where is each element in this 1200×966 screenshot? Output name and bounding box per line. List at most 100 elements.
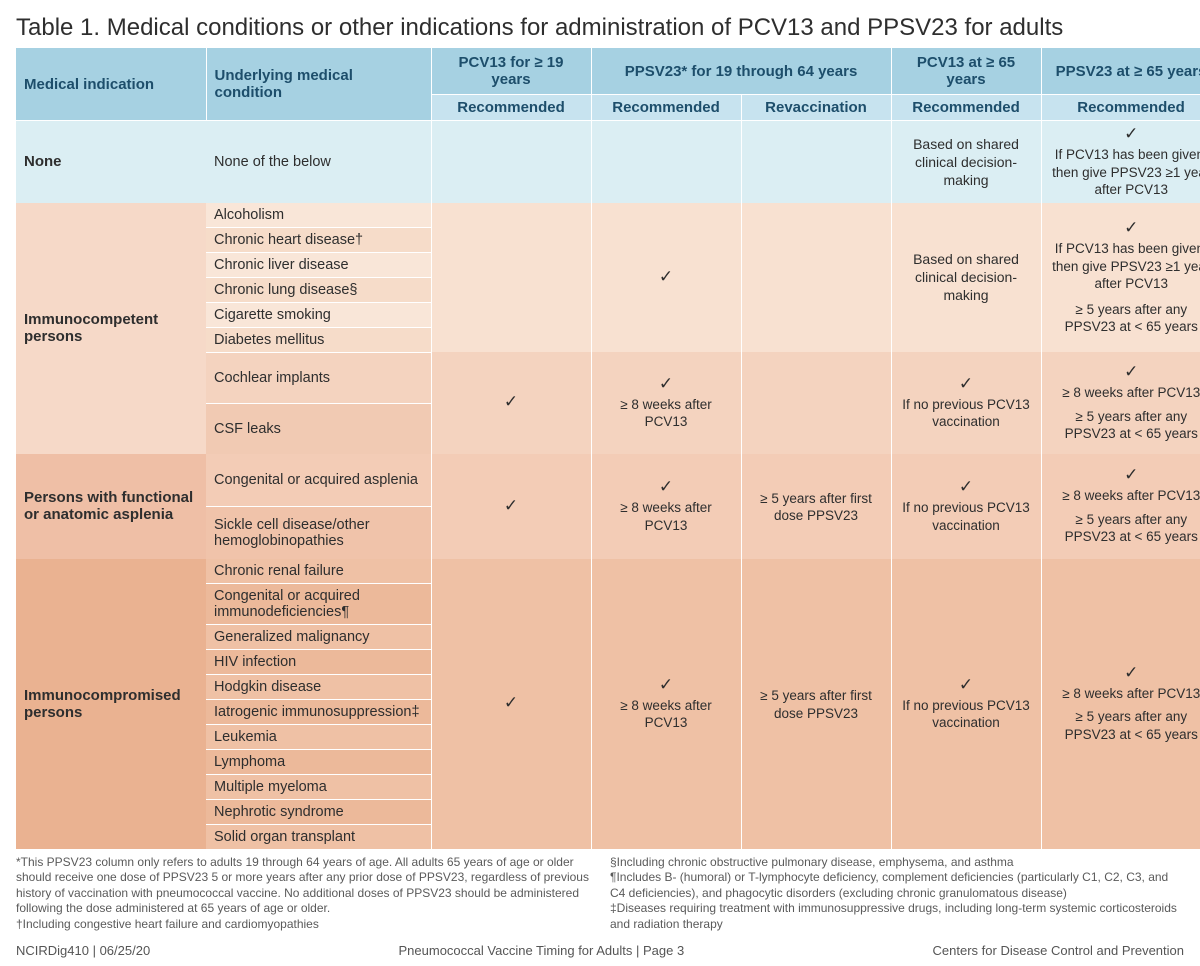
cell-ic-g1-pcv13-65: Based on shared clinical decision-making <box>891 203 1041 353</box>
check-icon: ✓ <box>504 694 518 711</box>
table-title: Table 1. Medical conditions or other ind… <box>16 14 1184 42</box>
footer-right: Centers for Disease Control and Preventi… <box>933 943 1184 958</box>
cond-compromised: HIV infection <box>206 649 431 674</box>
cell-ic-g1-ppsv23-revac <box>741 203 891 353</box>
footnotes-right: §Including chronic obstructive pulmonary… <box>610 855 1184 933</box>
check-icon: ✓ <box>959 676 973 693</box>
cell-asp-pcv13-65: ✓ If no previous PCV13 vaccination <box>891 454 1041 559</box>
check-icon: ✓ <box>1124 664 1138 681</box>
cond-immunocompetent-g1: Chronic lung disease§ <box>206 277 431 302</box>
cell-cmp-ppsv23-rec: ✓ ≥ 8 weeks after PCV13 <box>591 559 741 849</box>
section-none-label: None <box>16 121 206 203</box>
cell-ic-g1-ppsv23-rec: ✓ <box>591 203 741 353</box>
cell-text: If PCV13 has been given, then give PPSV2… <box>1050 146 1200 199</box>
hdr-pcv13-19-rec: Recommended <box>431 95 591 121</box>
section-immunocompetent-label: Immunocompetent persons <box>16 203 206 454</box>
cell-none-pcv13-65: Based on shared clinical decision-making <box>891 121 1041 203</box>
check-icon: ✓ <box>959 478 973 495</box>
row-compromised-0: Immunocompromised persons Chronic renal … <box>16 559 1200 584</box>
cell-ic-g2-ppsv23-rec: ✓ ≥ 8 weeks after PCV13 <box>591 352 741 454</box>
hdr-pcv13-65-rec: Recommended <box>891 95 1041 121</box>
check-icon: ✓ <box>1124 219 1138 236</box>
cell-text: ≥ 8 weeks after PCV13 <box>600 396 733 431</box>
check-icon: ✓ <box>1124 363 1138 380</box>
cond-compromised: Leukemia <box>206 724 431 749</box>
hdr-ppsv23-19-64: PPSV23* for 19 through 64 years <box>591 48 891 95</box>
cell-text: ≥ 5 years after first dose PPSV23 <box>750 687 883 722</box>
cell-ic-g2-ppsv23-revac <box>741 352 891 454</box>
check-icon: ✓ <box>1124 466 1138 483</box>
cell-cmp-ppsv23-revac: ≥ 5 years after first dose PPSV23 <box>741 559 891 849</box>
footer-left: NCIRDig410 | 06/25/20 <box>16 943 150 958</box>
cell-text: ≥ 8 weeks after PCV13 <box>600 499 733 534</box>
cond-compromised: Solid organ transplant <box>206 824 431 849</box>
cell-text: ≥ 5 years after any PPSV23 at < 65 years <box>1050 708 1200 743</box>
cond-immunocompetent-g2: CSF leaks <box>206 403 431 454</box>
cell-text: ≥ 8 weeks after PCV13 <box>1050 685 1200 703</box>
cell-asp-ppsv23-rec: ✓ ≥ 8 weeks after PCV13 <box>591 454 741 559</box>
cell-text: ≥ 5 years after first dose PPSV23 <box>750 490 883 525</box>
cond-compromised: Iatrogenic immunosuppression‡ <box>206 699 431 724</box>
cond-immunocompetent-g1: Cigarette smoking <box>206 302 431 327</box>
cond-asplenia: Sickle cell disease/other hemoglobinopat… <box>206 506 431 559</box>
cell-none-pcv13-19 <box>431 121 591 203</box>
footnotes: *This PPSV23 column only refers to adult… <box>16 855 1184 933</box>
cell-asp-pcv13-19: ✓ <box>431 454 591 559</box>
cond-compromised: Lymphoma <box>206 749 431 774</box>
check-icon: ✓ <box>659 268 673 285</box>
vaccine-table: Medical indication Underlying medical co… <box>16 48 1200 849</box>
footnotes-left: *This PPSV23 column only refers to adult… <box>16 855 590 933</box>
cond-compromised: Congenital or acquired immunodeficiencie… <box>206 583 431 624</box>
footnote: ‡Diseases requiring treatment with immun… <box>610 901 1184 932</box>
cell-text: ≥ 5 years after any PPSV23 at < 65 years <box>1050 408 1200 443</box>
cell-asp-ppsv23-65: ✓ ≥ 8 weeks after PCV13 ≥ 5 years after … <box>1041 454 1200 559</box>
cond-compromised: Nephrotic syndrome <box>206 799 431 824</box>
cond-asplenia: Congenital or acquired asplenia <box>206 454 431 507</box>
cell-cmp-pcv13-19: ✓ <box>431 559 591 849</box>
footnote: ¶Includes B- (humoral) or T-lymphocyte d… <box>610 870 1184 901</box>
hdr-ppsv23-1964-revac: Revaccination <box>741 95 891 121</box>
cell-ic-g2-pcv13-65: ✓ If no previous PCV13 vaccination <box>891 352 1041 454</box>
cell-ic-g2-ppsv23-65: ✓ ≥ 8 weeks after PCV13 ≥ 5 years after … <box>1041 352 1200 454</box>
hdr-ppsv23-1964-rec: Recommended <box>591 95 741 121</box>
page-footer: NCIRDig410 | 06/25/20 Pneumococcal Vacci… <box>16 943 1184 958</box>
footnote: †Including congestive heart failure and … <box>16 917 590 933</box>
cond-immunocompetent-g1: Alcoholism <box>206 203 431 228</box>
cond-none: None of the below <box>206 121 431 203</box>
cond-immunocompetent-g1: Chronic heart disease† <box>206 227 431 252</box>
cell-text: ≥ 5 years after any PPSV23 at < 65 years <box>1050 301 1200 336</box>
header-row-1: Medical indication Underlying medical co… <box>16 48 1200 95</box>
cell-text: If no previous PCV13 vaccination <box>900 499 1033 534</box>
cell-asp-ppsv23-revac: ≥ 5 years after first dose PPSV23 <box>741 454 891 559</box>
footer-center: Pneumococcal Vaccine Timing for Adults |… <box>399 943 685 958</box>
cond-compromised: Chronic renal failure <box>206 559 431 584</box>
cond-immunocompetent-g1: Diabetes mellitus <box>206 327 431 352</box>
cond-compromised: Generalized malignancy <box>206 624 431 649</box>
cond-compromised: Multiple myeloma <box>206 774 431 799</box>
cell-none-ppsv23-rec <box>591 121 741 203</box>
hdr-pcv13-19: PCV13 for ≥ 19 years <box>431 48 591 95</box>
cell-none-ppsv23-65: ✓ If PCV13 has been given, then give PPS… <box>1041 121 1200 203</box>
row-immunocompetent-g1-0: Immunocompetent persons Alcoholism ✓ Bas… <box>16 203 1200 228</box>
footnote: §Including chronic obstructive pulmonary… <box>610 855 1184 871</box>
check-icon: ✓ <box>659 478 673 495</box>
hdr-pcv13-65: PCV13 at ≥ 65 years <box>891 48 1041 95</box>
cell-cmp-pcv13-65: ✓ If no previous PCV13 vaccination <box>891 559 1041 849</box>
hdr-medical-indication: Medical indication <box>16 48 206 121</box>
cond-compromised: Hodgkin disease <box>206 674 431 699</box>
check-icon: ✓ <box>659 676 673 693</box>
hdr-ppsv23-65: PPSV23 at ≥ 65 years <box>1041 48 1200 95</box>
cell-ic-g1-ppsv23-65: ✓ If PCV13 has been given, then give PPS… <box>1041 203 1200 353</box>
cell-text: If PCV13 has been given, then give PPSV2… <box>1050 240 1200 293</box>
check-icon: ✓ <box>659 375 673 392</box>
check-icon: ✓ <box>959 375 973 392</box>
section-asplenia-label: Persons with functional or anatomic aspl… <box>16 454 206 559</box>
cell-text: ≥ 8 weeks after PCV13 <box>600 697 733 732</box>
cell-text: If no previous PCV13 vaccination <box>900 396 1033 431</box>
hdr-underlying-condition: Underlying medical condition <box>206 48 431 121</box>
row-none: None None of the below Based on shared c… <box>16 121 1200 203</box>
check-icon: ✓ <box>504 393 518 410</box>
cell-text: ≥ 5 years after any PPSV23 at < 65 years <box>1050 511 1200 546</box>
check-icon: ✓ <box>504 497 518 514</box>
footnote: *This PPSV23 column only refers to adult… <box>16 855 590 917</box>
